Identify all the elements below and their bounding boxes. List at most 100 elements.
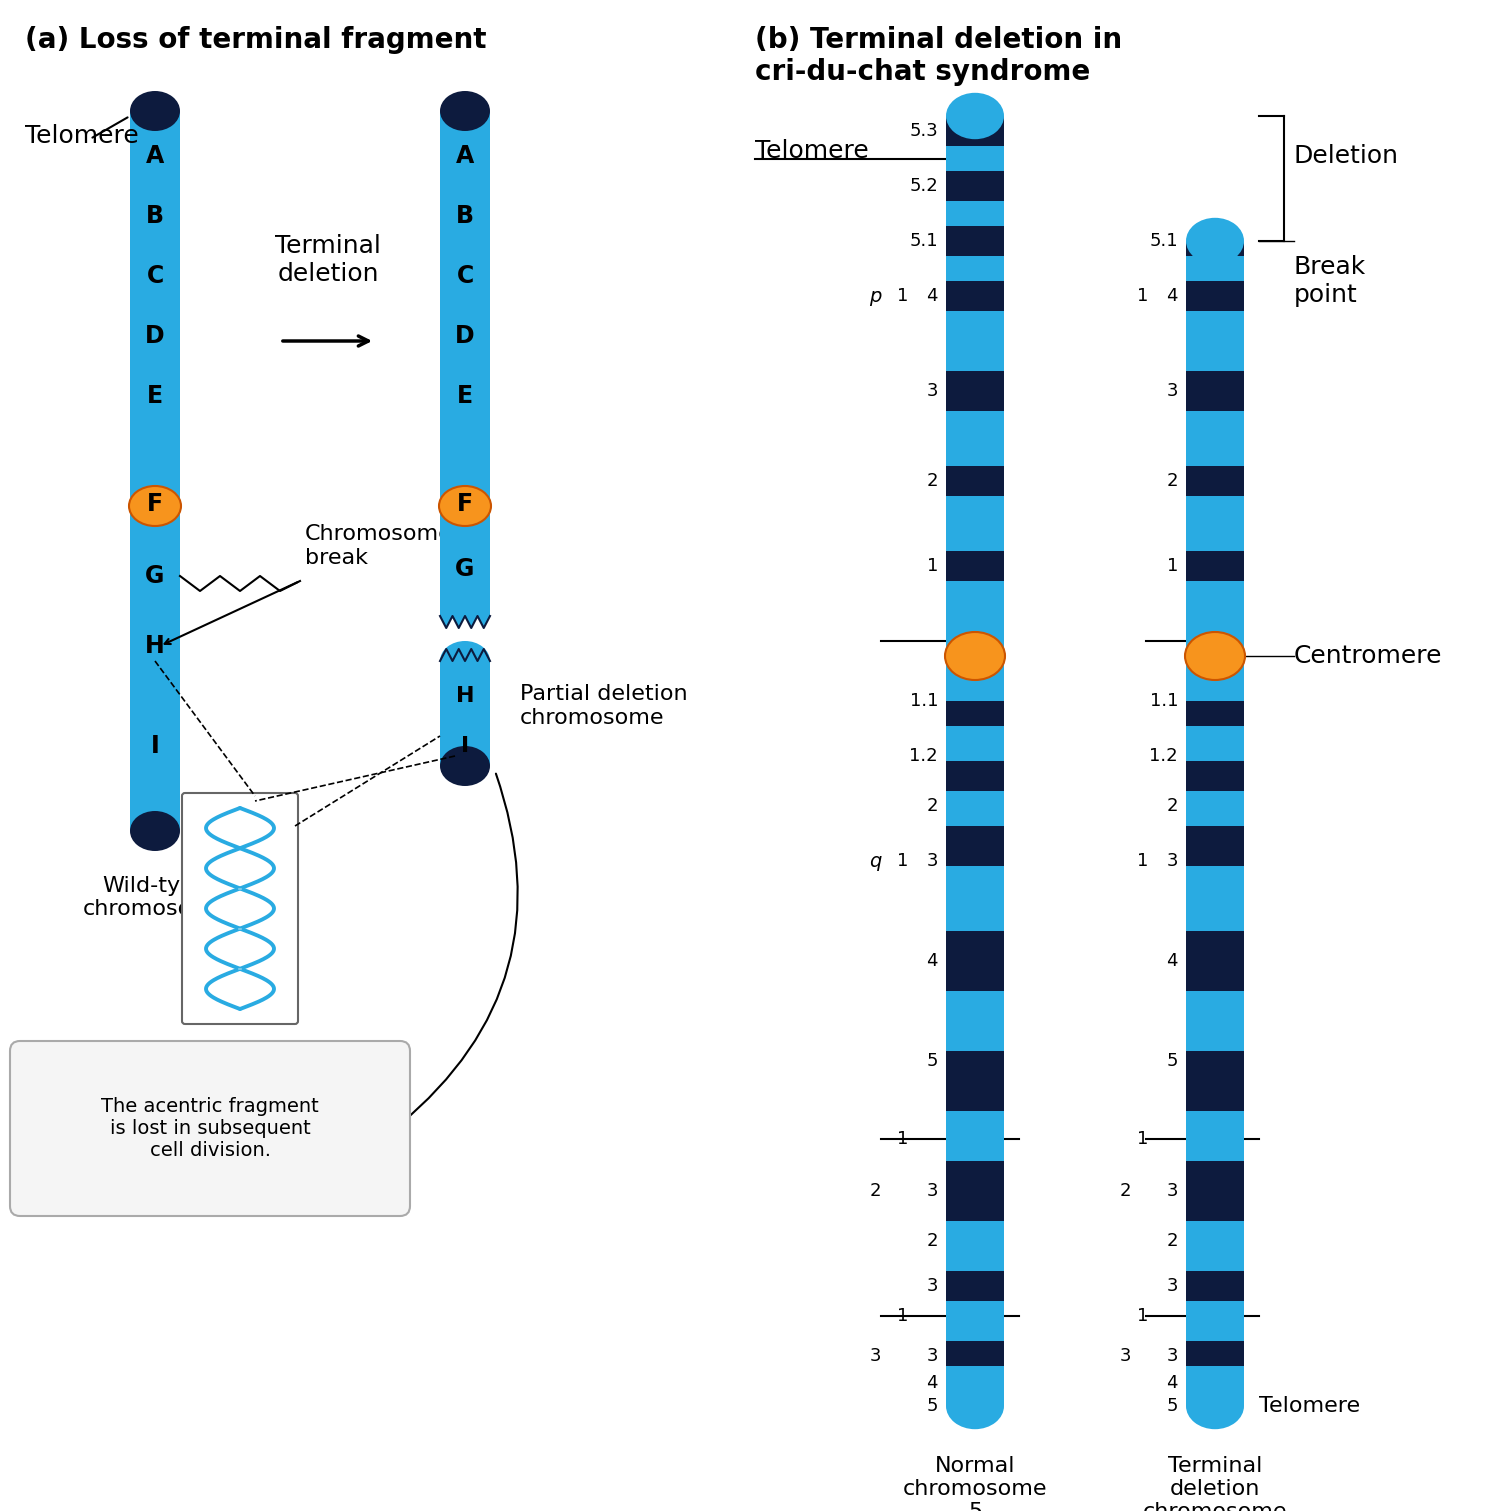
Text: E: E bbox=[458, 384, 472, 408]
Text: 1: 1 bbox=[1137, 1130, 1148, 1148]
Text: F: F bbox=[458, 493, 472, 515]
Text: D: D bbox=[146, 323, 165, 348]
Text: 3: 3 bbox=[1167, 852, 1178, 870]
Text: 1: 1 bbox=[1137, 287, 1148, 305]
Polygon shape bbox=[1186, 931, 1244, 991]
Text: The acentric fragment
is lost in subsequent
cell division.: The acentric fragment is lost in subsequ… bbox=[100, 1097, 320, 1160]
Text: 1: 1 bbox=[1167, 558, 1178, 576]
Text: 5: 5 bbox=[1167, 1052, 1178, 1070]
Text: 2: 2 bbox=[1119, 1182, 1131, 1200]
Polygon shape bbox=[1186, 552, 1244, 582]
Text: 1: 1 bbox=[927, 558, 938, 576]
Ellipse shape bbox=[945, 632, 1005, 680]
Text: Normal
chromosome
5: Normal chromosome 5 bbox=[903, 1457, 1047, 1511]
Text: 1.1: 1.1 bbox=[1149, 692, 1178, 710]
Polygon shape bbox=[440, 610, 491, 629]
Polygon shape bbox=[1186, 701, 1244, 725]
Text: E: E bbox=[147, 384, 164, 408]
Ellipse shape bbox=[1186, 1383, 1244, 1429]
Text: D: D bbox=[454, 323, 476, 348]
Text: H: H bbox=[456, 686, 474, 706]
Text: 3: 3 bbox=[927, 382, 938, 400]
Polygon shape bbox=[946, 762, 1004, 790]
Polygon shape bbox=[946, 1271, 1004, 1301]
Polygon shape bbox=[946, 281, 1004, 311]
Polygon shape bbox=[946, 827, 1004, 866]
Text: H: H bbox=[146, 635, 165, 657]
Text: 5.3: 5.3 bbox=[909, 122, 938, 141]
Polygon shape bbox=[1186, 281, 1244, 311]
Text: A: A bbox=[146, 144, 164, 168]
Polygon shape bbox=[1186, 762, 1244, 790]
Text: 1.1: 1.1 bbox=[909, 692, 938, 710]
Text: 1.2: 1.2 bbox=[1149, 746, 1178, 765]
Text: 5: 5 bbox=[1167, 1398, 1178, 1414]
Text: 4: 4 bbox=[1167, 287, 1178, 305]
Text: C: C bbox=[456, 264, 474, 289]
Polygon shape bbox=[946, 116, 1004, 147]
Text: 3: 3 bbox=[927, 1182, 938, 1200]
Text: 2: 2 bbox=[870, 1182, 880, 1200]
Text: 4: 4 bbox=[927, 952, 938, 970]
Text: 1: 1 bbox=[897, 1130, 908, 1148]
Text: 5: 5 bbox=[927, 1052, 938, 1070]
Ellipse shape bbox=[440, 91, 491, 131]
Text: G: G bbox=[146, 564, 165, 588]
Text: 3: 3 bbox=[927, 1277, 938, 1295]
Polygon shape bbox=[130, 110, 180, 831]
Text: Partial deletion
chromosome: Partial deletion chromosome bbox=[520, 684, 687, 728]
Text: 1: 1 bbox=[897, 852, 908, 870]
Text: p: p bbox=[868, 287, 880, 305]
Polygon shape bbox=[946, 552, 1004, 582]
Polygon shape bbox=[946, 116, 1004, 1407]
Text: Deletion: Deletion bbox=[1294, 144, 1400, 168]
Polygon shape bbox=[440, 650, 491, 666]
Text: 4: 4 bbox=[927, 1373, 938, 1392]
Text: Chromosome
break: Chromosome break bbox=[304, 524, 453, 568]
Text: 5: 5 bbox=[927, 1398, 938, 1414]
Ellipse shape bbox=[1186, 218, 1244, 264]
Text: 1: 1 bbox=[897, 287, 908, 305]
Text: 1.2: 1.2 bbox=[909, 746, 938, 765]
Text: 3: 3 bbox=[927, 852, 938, 870]
Text: 3: 3 bbox=[1167, 1346, 1178, 1364]
Text: (b) Terminal deletion in
cri-du-chat syndrome: (b) Terminal deletion in cri-du-chat syn… bbox=[754, 26, 1122, 86]
Text: Terminal
deletion: Terminal deletion bbox=[274, 234, 381, 286]
FancyBboxPatch shape bbox=[10, 1041, 410, 1216]
Text: G: G bbox=[456, 558, 474, 582]
Text: 2: 2 bbox=[927, 471, 938, 490]
Text: 3: 3 bbox=[1167, 1277, 1178, 1295]
Text: 2: 2 bbox=[1167, 1231, 1178, 1250]
Ellipse shape bbox=[440, 641, 491, 681]
Text: B: B bbox=[146, 204, 164, 228]
Text: 2: 2 bbox=[927, 796, 938, 814]
Polygon shape bbox=[946, 171, 1004, 201]
Text: 3: 3 bbox=[1119, 1346, 1131, 1364]
Text: B: B bbox=[456, 204, 474, 228]
Polygon shape bbox=[1186, 240, 1244, 1407]
Polygon shape bbox=[1186, 1160, 1244, 1221]
Polygon shape bbox=[1186, 240, 1244, 255]
Text: A: A bbox=[456, 144, 474, 168]
Polygon shape bbox=[946, 1340, 1004, 1366]
Text: Telomere: Telomere bbox=[754, 139, 868, 163]
Ellipse shape bbox=[946, 1383, 1004, 1429]
Text: Break
point: Break point bbox=[1294, 255, 1366, 307]
Polygon shape bbox=[946, 1160, 1004, 1221]
Text: Terminal
deletion
chromosome
5: Terminal deletion chromosome 5 bbox=[1143, 1457, 1287, 1511]
Ellipse shape bbox=[130, 91, 180, 131]
Polygon shape bbox=[440, 110, 491, 616]
Text: Telomere: Telomere bbox=[26, 124, 138, 148]
Text: I: I bbox=[150, 734, 159, 759]
Text: Centromere: Centromere bbox=[1294, 644, 1443, 668]
Polygon shape bbox=[946, 701, 1004, 725]
Polygon shape bbox=[1186, 1271, 1244, 1301]
Polygon shape bbox=[1186, 1340, 1244, 1366]
Polygon shape bbox=[440, 660, 491, 766]
Polygon shape bbox=[946, 931, 1004, 991]
Polygon shape bbox=[946, 372, 1004, 411]
Polygon shape bbox=[1186, 465, 1244, 496]
Ellipse shape bbox=[440, 746, 491, 786]
Polygon shape bbox=[946, 227, 1004, 255]
Text: I: I bbox=[460, 736, 470, 756]
